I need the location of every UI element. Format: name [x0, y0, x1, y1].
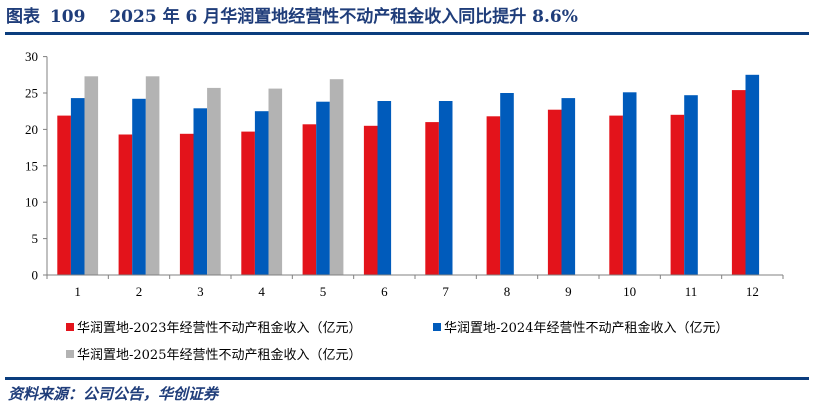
bar-2023: [302, 124, 317, 275]
x-tick-label: 9: [565, 284, 572, 299]
bar-2024: [193, 108, 208, 275]
bar-2024: [316, 101, 330, 275]
x-tick-label: 6: [381, 284, 388, 299]
chart-panel: 0 5 10 15 20 25 30 1 2 3 4 5 6 7 8 9 10 11 12 华润置地-2023年经营…: [9, 35, 805, 378]
y-tick-label: 15: [25, 158, 38, 173]
bar-2025: [84, 76, 99, 275]
y-tick-label: 30: [25, 49, 38, 64]
legend-item-2023: 华润置地-2023年经营性不动产租金收入（亿元）: [66, 317, 361, 336]
legend-label: 华润置地-2025年经营性不动产租金收入（亿元）: [77, 348, 362, 363]
x-tick-label: 11: [685, 284, 698, 299]
figure-title-text: 2025 年 6 月华润置地经营性不动产租金收入同比提升 8.6%: [109, 7, 578, 27]
x-tick-label: 1: [74, 284, 81, 299]
bar-2024: [561, 98, 576, 275]
x-tick-label: 12: [746, 284, 759, 299]
bar-2023: [486, 116, 501, 275]
bar-2023: [57, 115, 71, 275]
figure-title: 图表 109 2025 年 6 月华润置地经营性不动产租金收入同比提升 8.6%: [6, 4, 578, 30]
bar-2024: [132, 98, 146, 275]
x-tick-label: 10: [623, 284, 636, 299]
y-tick-label: 10: [25, 195, 38, 210]
bar-2025: [329, 79, 344, 275]
bar-2023: [118, 134, 133, 275]
bar-2024: [745, 74, 760, 275]
bar-2023: [425, 122, 439, 275]
legend-label: 华润置地-2023年经营性不动产租金收入（亿元）: [77, 321, 362, 336]
bar-2024: [254, 111, 269, 275]
bar-2024: [438, 101, 453, 275]
bar-2024: [622, 92, 637, 275]
legend-item-2025: 华润置地-2025年经营性不动产租金收入（亿元）: [66, 344, 361, 363]
source-divider: [5, 377, 809, 380]
x-tick-label: 2: [136, 284, 143, 299]
x-tick-label: 8: [504, 284, 511, 299]
bar-2023: [363, 125, 378, 275]
bar-2025: [145, 76, 160, 275]
x-tick-label: 3: [197, 284, 204, 299]
title-divider: [5, 32, 809, 35]
bar-2025: [268, 88, 283, 275]
bar-2023: [731, 90, 746, 275]
legend-swatch-red: [66, 323, 74, 331]
y-tick-label: 5: [32, 231, 39, 246]
figure-number: 109: [49, 7, 86, 27]
bar-2024: [684, 95, 698, 275]
legend-swatch-gray: [66, 350, 74, 358]
bar-2023: [179, 133, 194, 275]
x-tick-label: 5: [320, 284, 327, 299]
bar-2025: [207, 87, 221, 276]
figure-label: 图表: [6, 7, 40, 27]
bar-2023: [241, 131, 255, 275]
bar-2023: [609, 115, 623, 275]
x-tick-label: 4: [258, 284, 265, 299]
x-tick-label: 7: [442, 284, 449, 299]
legend-swatch-blue: [433, 323, 441, 331]
y-tick-label: 0: [32, 268, 39, 283]
bar-2023: [670, 114, 685, 275]
bar-2024: [500, 93, 514, 275]
y-tick-label: 25: [25, 86, 38, 101]
y-tick-label: 20: [25, 122, 38, 137]
legend-label: 华润置地-2024年经营性不动产租金收入（亿元）: [444, 321, 729, 336]
source-note: 资料来源：公司公告，华创证券: [8, 385, 219, 403]
legend-item-2024: 华润置地-2024年经营性不动产租金收入（亿元）: [433, 317, 728, 336]
bar-2024: [70, 98, 85, 275]
bar-2024: [377, 101, 392, 275]
bar-2023: [547, 109, 562, 275]
